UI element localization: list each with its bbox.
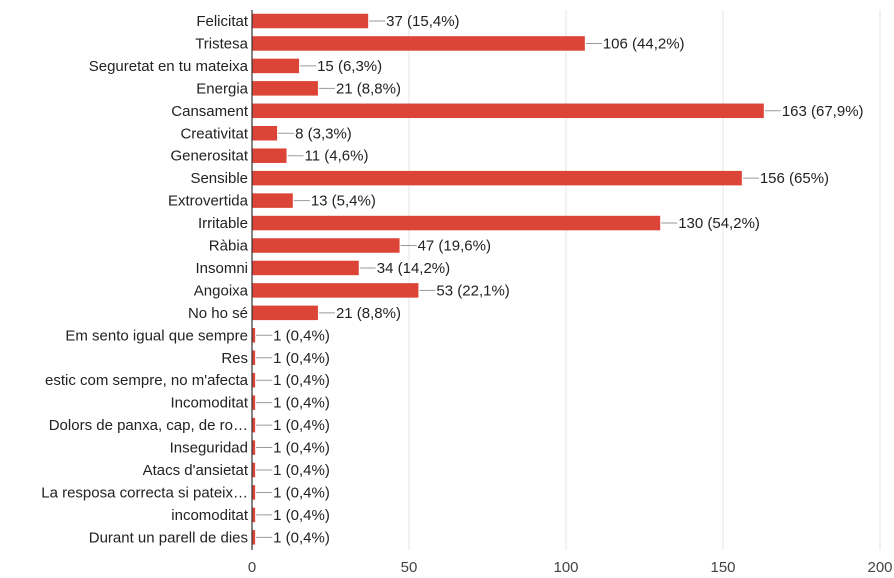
bar xyxy=(252,417,256,433)
gridlines xyxy=(408,10,881,550)
bar xyxy=(252,530,256,545)
x-tick-label: 200 xyxy=(867,559,892,576)
data-label: 1 (0,4%) xyxy=(273,507,330,524)
bar xyxy=(252,395,256,410)
bar xyxy=(252,36,585,51)
bar xyxy=(252,440,256,455)
x-tick-label: 0 xyxy=(248,559,256,576)
bar xyxy=(252,215,661,231)
data-label: 1 (0,4%) xyxy=(273,417,330,434)
category-label: Cansament xyxy=(171,103,249,120)
bar xyxy=(252,13,369,29)
data-label: 34 (14,2%) xyxy=(377,260,450,277)
data-label: 13 (5,4%) xyxy=(311,193,376,210)
data-label: 37 (15,4%) xyxy=(386,13,459,30)
x-tick-label: 50 xyxy=(401,559,418,576)
data-label: 1 (0,4%) xyxy=(273,350,330,367)
data-label: 1 (0,4%) xyxy=(273,440,330,457)
bar xyxy=(252,283,419,298)
data-label: 1 (0,4%) xyxy=(273,529,330,546)
data-label: 15 (6,3%) xyxy=(317,58,382,75)
data-label: 1 (0,4%) xyxy=(273,372,330,389)
category-label: Energia xyxy=(196,80,248,97)
data-label: 156 (65%) xyxy=(760,170,829,187)
data-label: 47 (19,6%) xyxy=(418,238,491,255)
category-label: Felicitat xyxy=(196,13,249,30)
bar xyxy=(252,170,742,186)
data-label: 1 (0,4%) xyxy=(273,327,330,344)
bar xyxy=(252,103,764,119)
data-label: 130 (54,2%) xyxy=(678,215,760,232)
data-label: 106 (44,2%) xyxy=(603,35,685,52)
category-label: Insomni xyxy=(195,260,248,277)
bar xyxy=(252,238,400,253)
category-label: Atacs d'ansietat xyxy=(143,462,249,479)
category-label: Seguretat en tu mateixa xyxy=(89,58,249,75)
category-label: Dolors de panxa, cap, de ro… xyxy=(49,417,248,434)
bar xyxy=(252,328,256,343)
bar xyxy=(252,260,359,276)
category-label: Generositat xyxy=(170,148,248,165)
category-label: Incomoditat xyxy=(170,395,248,412)
bar xyxy=(252,126,278,141)
bar xyxy=(252,372,256,388)
data-label: 1 (0,4%) xyxy=(273,395,330,412)
bar xyxy=(252,485,256,500)
category-label: incomoditat xyxy=(171,507,249,524)
category-label: Res xyxy=(221,350,248,367)
data-label: 1 (0,4%) xyxy=(273,462,330,479)
bar xyxy=(252,305,318,321)
category-label: Angoixa xyxy=(194,282,249,299)
bar xyxy=(252,148,287,163)
data-label: 1 (0,4%) xyxy=(273,484,330,501)
bar xyxy=(252,350,256,365)
bar xyxy=(252,507,256,523)
category-label: La resposa correcta si pateix… xyxy=(41,484,248,501)
labels: 0 50 100 150 200 Felicitat 37 (15,4%) Tristesa 1… xyxy=(41,13,892,576)
data-label: 163 (67,9%) xyxy=(782,103,864,120)
bar xyxy=(252,81,318,96)
x-tick-label: 150 xyxy=(710,559,735,576)
data-label: 21 (8,8%) xyxy=(336,80,401,97)
category-label: Inseguridad xyxy=(170,440,248,457)
category-label: Extrovertida xyxy=(168,193,249,210)
bar xyxy=(252,462,256,478)
category-label: Creativitat xyxy=(180,125,248,142)
data-label: 53 (22,1%) xyxy=(436,282,509,299)
data-label: 11 (4,6%) xyxy=(305,148,369,165)
category-label: No ho sé xyxy=(188,305,248,322)
category-label: Em sento igual que sempre xyxy=(65,327,248,344)
category-label: Sensible xyxy=(190,170,248,187)
category-label: Durant un parell de dies xyxy=(89,529,248,546)
category-label: Irritable xyxy=(198,215,248,232)
bar xyxy=(252,58,300,74)
data-label: 8 (3,3%) xyxy=(295,125,352,142)
category-label: Tristesa xyxy=(195,35,248,52)
bar xyxy=(252,193,293,208)
bars xyxy=(252,13,764,545)
category-label: estic com sempre, no m'afecta xyxy=(45,372,249,389)
data-label: 21 (8,8%) xyxy=(336,305,401,322)
category-label: Ràbia xyxy=(209,238,249,255)
x-tick-label: 100 xyxy=(553,559,578,576)
